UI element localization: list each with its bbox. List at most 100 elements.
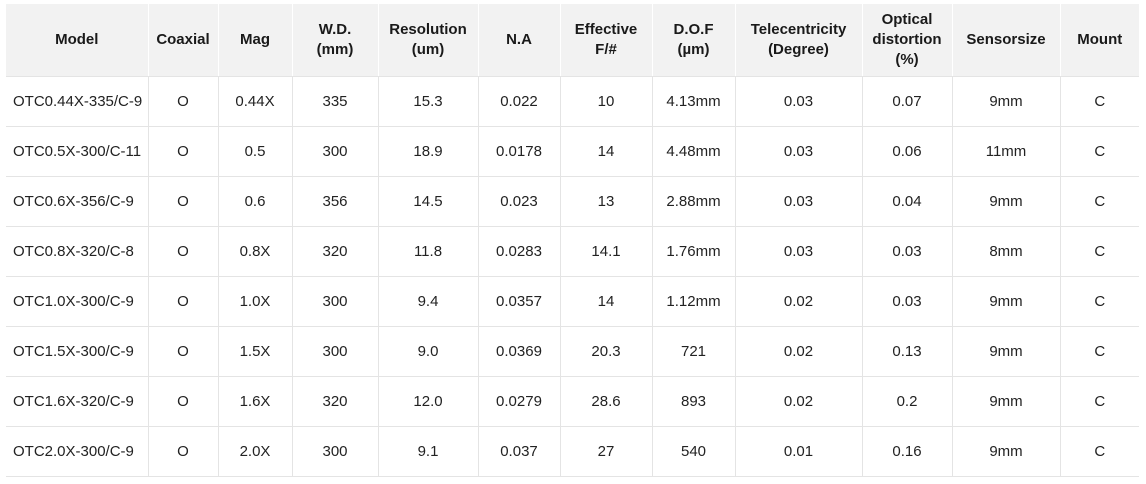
- cell-coaxial: O: [148, 326, 219, 377]
- cell-sensorsize: 9mm: [952, 276, 1061, 327]
- cell-effective_f_number: 14.1: [560, 226, 653, 277]
- cell-resolution: 9.4: [378, 276, 479, 327]
- header-cell-optical_distortion: Optical distortion (%): [862, 4, 953, 77]
- cell-wd: 356: [292, 176, 379, 227]
- cell-wd: 300: [292, 426, 379, 477]
- cell-effective_f_number: 10: [560, 76, 653, 127]
- cell-telecentricity: 0.03: [735, 176, 863, 227]
- cell-coaxial: O: [148, 76, 219, 127]
- header-cell-dof: D.O.F (µm): [652, 4, 736, 77]
- cell-na: 0.0357: [478, 276, 561, 327]
- cell-resolution: 14.5: [378, 176, 479, 227]
- cell-optical_distortion: 0.03: [862, 226, 953, 277]
- cell-wd: 320: [292, 376, 379, 427]
- cell-dof: 1.12mm: [652, 276, 736, 327]
- header-cell-resolution: Resolution (um): [378, 4, 479, 77]
- cell-coaxial: O: [148, 226, 219, 277]
- cell-mag: 1.6X: [218, 376, 293, 427]
- cell-mount: C: [1060, 226, 1139, 277]
- cell-telecentricity: 0.02: [735, 326, 863, 377]
- cell-coaxial: O: [148, 176, 219, 227]
- cell-model: OTC2.0X-300/C-9: [6, 426, 149, 477]
- lens-spec-table: Model Coaxial Mag W.D. (mm) Resolution (um) N…: [6, 4, 1139, 477]
- header-cell-model: Model: [6, 4, 149, 77]
- table-row: OTC0.8X-320/C-8 O 0.8X 320 11.8 0.0283 14.1 1.7…: [6, 226, 1139, 277]
- cell-mag: 1.0X: [218, 276, 293, 327]
- cell-model: OTC1.6X-320/C-9: [6, 376, 149, 427]
- cell-optical_distortion: 0.06: [862, 126, 953, 177]
- cell-mount: C: [1060, 426, 1139, 477]
- cell-telecentricity: 0.02: [735, 376, 863, 427]
- table-body: OTC0.44X-335/C-9 O 0.44X 335 15.3 0.022 10 4.13…: [6, 76, 1139, 477]
- table-row: OTC0.44X-335/C-9 O 0.44X 335 15.3 0.022 10 4.13…: [6, 76, 1139, 127]
- cell-optical_distortion: 0.16: [862, 426, 953, 477]
- header-cell-wd: W.D. (mm): [292, 4, 379, 77]
- cell-na: 0.022: [478, 76, 561, 127]
- cell-effective_f_number: 14: [560, 126, 653, 177]
- cell-sensorsize: 8mm: [952, 226, 1061, 277]
- cell-effective_f_number: 13: [560, 176, 653, 227]
- cell-wd: 300: [292, 126, 379, 177]
- cell-sensorsize: 11mm: [952, 126, 1061, 177]
- table-header: Model Coaxial Mag W.D. (mm) Resolution (um) N…: [6, 4, 1139, 77]
- cell-model: OTC1.5X-300/C-9: [6, 326, 149, 377]
- cell-na: 0.0283: [478, 226, 561, 277]
- cell-sensorsize: 9mm: [952, 426, 1061, 477]
- cell-telecentricity: 0.03: [735, 226, 863, 277]
- cell-sensorsize: 9mm: [952, 376, 1061, 427]
- cell-telecentricity: 0.02: [735, 276, 863, 327]
- cell-model: OTC0.8X-320/C-8: [6, 226, 149, 277]
- header-cell-telecentricity: Telecentricity (Degree): [735, 4, 863, 77]
- header-cell-mount: Mount: [1060, 4, 1139, 77]
- cell-model: OTC1.0X-300/C-9: [6, 276, 149, 327]
- cell-coaxial: O: [148, 376, 219, 427]
- cell-sensorsize: 9mm: [952, 76, 1061, 127]
- cell-resolution: 12.0: [378, 376, 479, 427]
- cell-coaxial: O: [148, 276, 219, 327]
- cell-dof: 540: [652, 426, 736, 477]
- cell-sensorsize: 9mm: [952, 176, 1061, 227]
- cell-telecentricity: 0.03: [735, 76, 863, 127]
- cell-mag: 0.6: [218, 176, 293, 227]
- cell-mag: 2.0X: [218, 426, 293, 477]
- cell-effective_f_number: 27: [560, 426, 653, 477]
- cell-mount: C: [1060, 76, 1139, 127]
- table-row: OTC1.0X-300/C-9 O 1.0X 300 9.4 0.0357 14 1.12mm…: [6, 276, 1139, 327]
- cell-dof: 2.88mm: [652, 176, 736, 227]
- cell-dof: 4.48mm: [652, 126, 736, 177]
- cell-effective_f_number: 20.3: [560, 326, 653, 377]
- cell-na: 0.0369: [478, 326, 561, 377]
- table-row: OTC0.5X-300/C-11 O 0.5 300 18.9 0.0178 14 4.48m…: [6, 126, 1139, 177]
- cell-wd: 300: [292, 276, 379, 327]
- cell-na: 0.037: [478, 426, 561, 477]
- cell-wd: 300: [292, 326, 379, 377]
- cell-mount: C: [1060, 376, 1139, 427]
- cell-telecentricity: 0.03: [735, 126, 863, 177]
- cell-wd: 320: [292, 226, 379, 277]
- cell-mag: 1.5X: [218, 326, 293, 377]
- cell-dof: 721: [652, 326, 736, 377]
- cell-resolution: 11.8: [378, 226, 479, 277]
- cell-na: 0.0178: [478, 126, 561, 177]
- cell-model: OTC0.6X-356/C-9: [6, 176, 149, 227]
- cell-optical_distortion: 0.13: [862, 326, 953, 377]
- cell-mount: C: [1060, 126, 1139, 177]
- cell-na: 0.023: [478, 176, 561, 227]
- header-cell-coaxial: Coaxial: [148, 4, 219, 77]
- cell-optical_distortion: 0.04: [862, 176, 953, 227]
- cell-coaxial: O: [148, 126, 219, 177]
- cell-resolution: 15.3: [378, 76, 479, 127]
- cell-mount: C: [1060, 276, 1139, 327]
- header-cell-sensorsize: Sensorsize: [952, 4, 1061, 77]
- header-cell-na: N.A: [478, 4, 561, 77]
- cell-na: 0.0279: [478, 376, 561, 427]
- cell-model: OTC0.5X-300/C-11: [6, 126, 149, 177]
- cell-effective_f_number: 28.6: [560, 376, 653, 427]
- cell-resolution: 9.0: [378, 326, 479, 377]
- cell-mag: 0.8X: [218, 226, 293, 277]
- cell-mag: 0.5: [218, 126, 293, 177]
- cell-optical_distortion: 0.07: [862, 76, 953, 127]
- cell-dof: 4.13mm: [652, 76, 736, 127]
- cell-dof: 893: [652, 376, 736, 427]
